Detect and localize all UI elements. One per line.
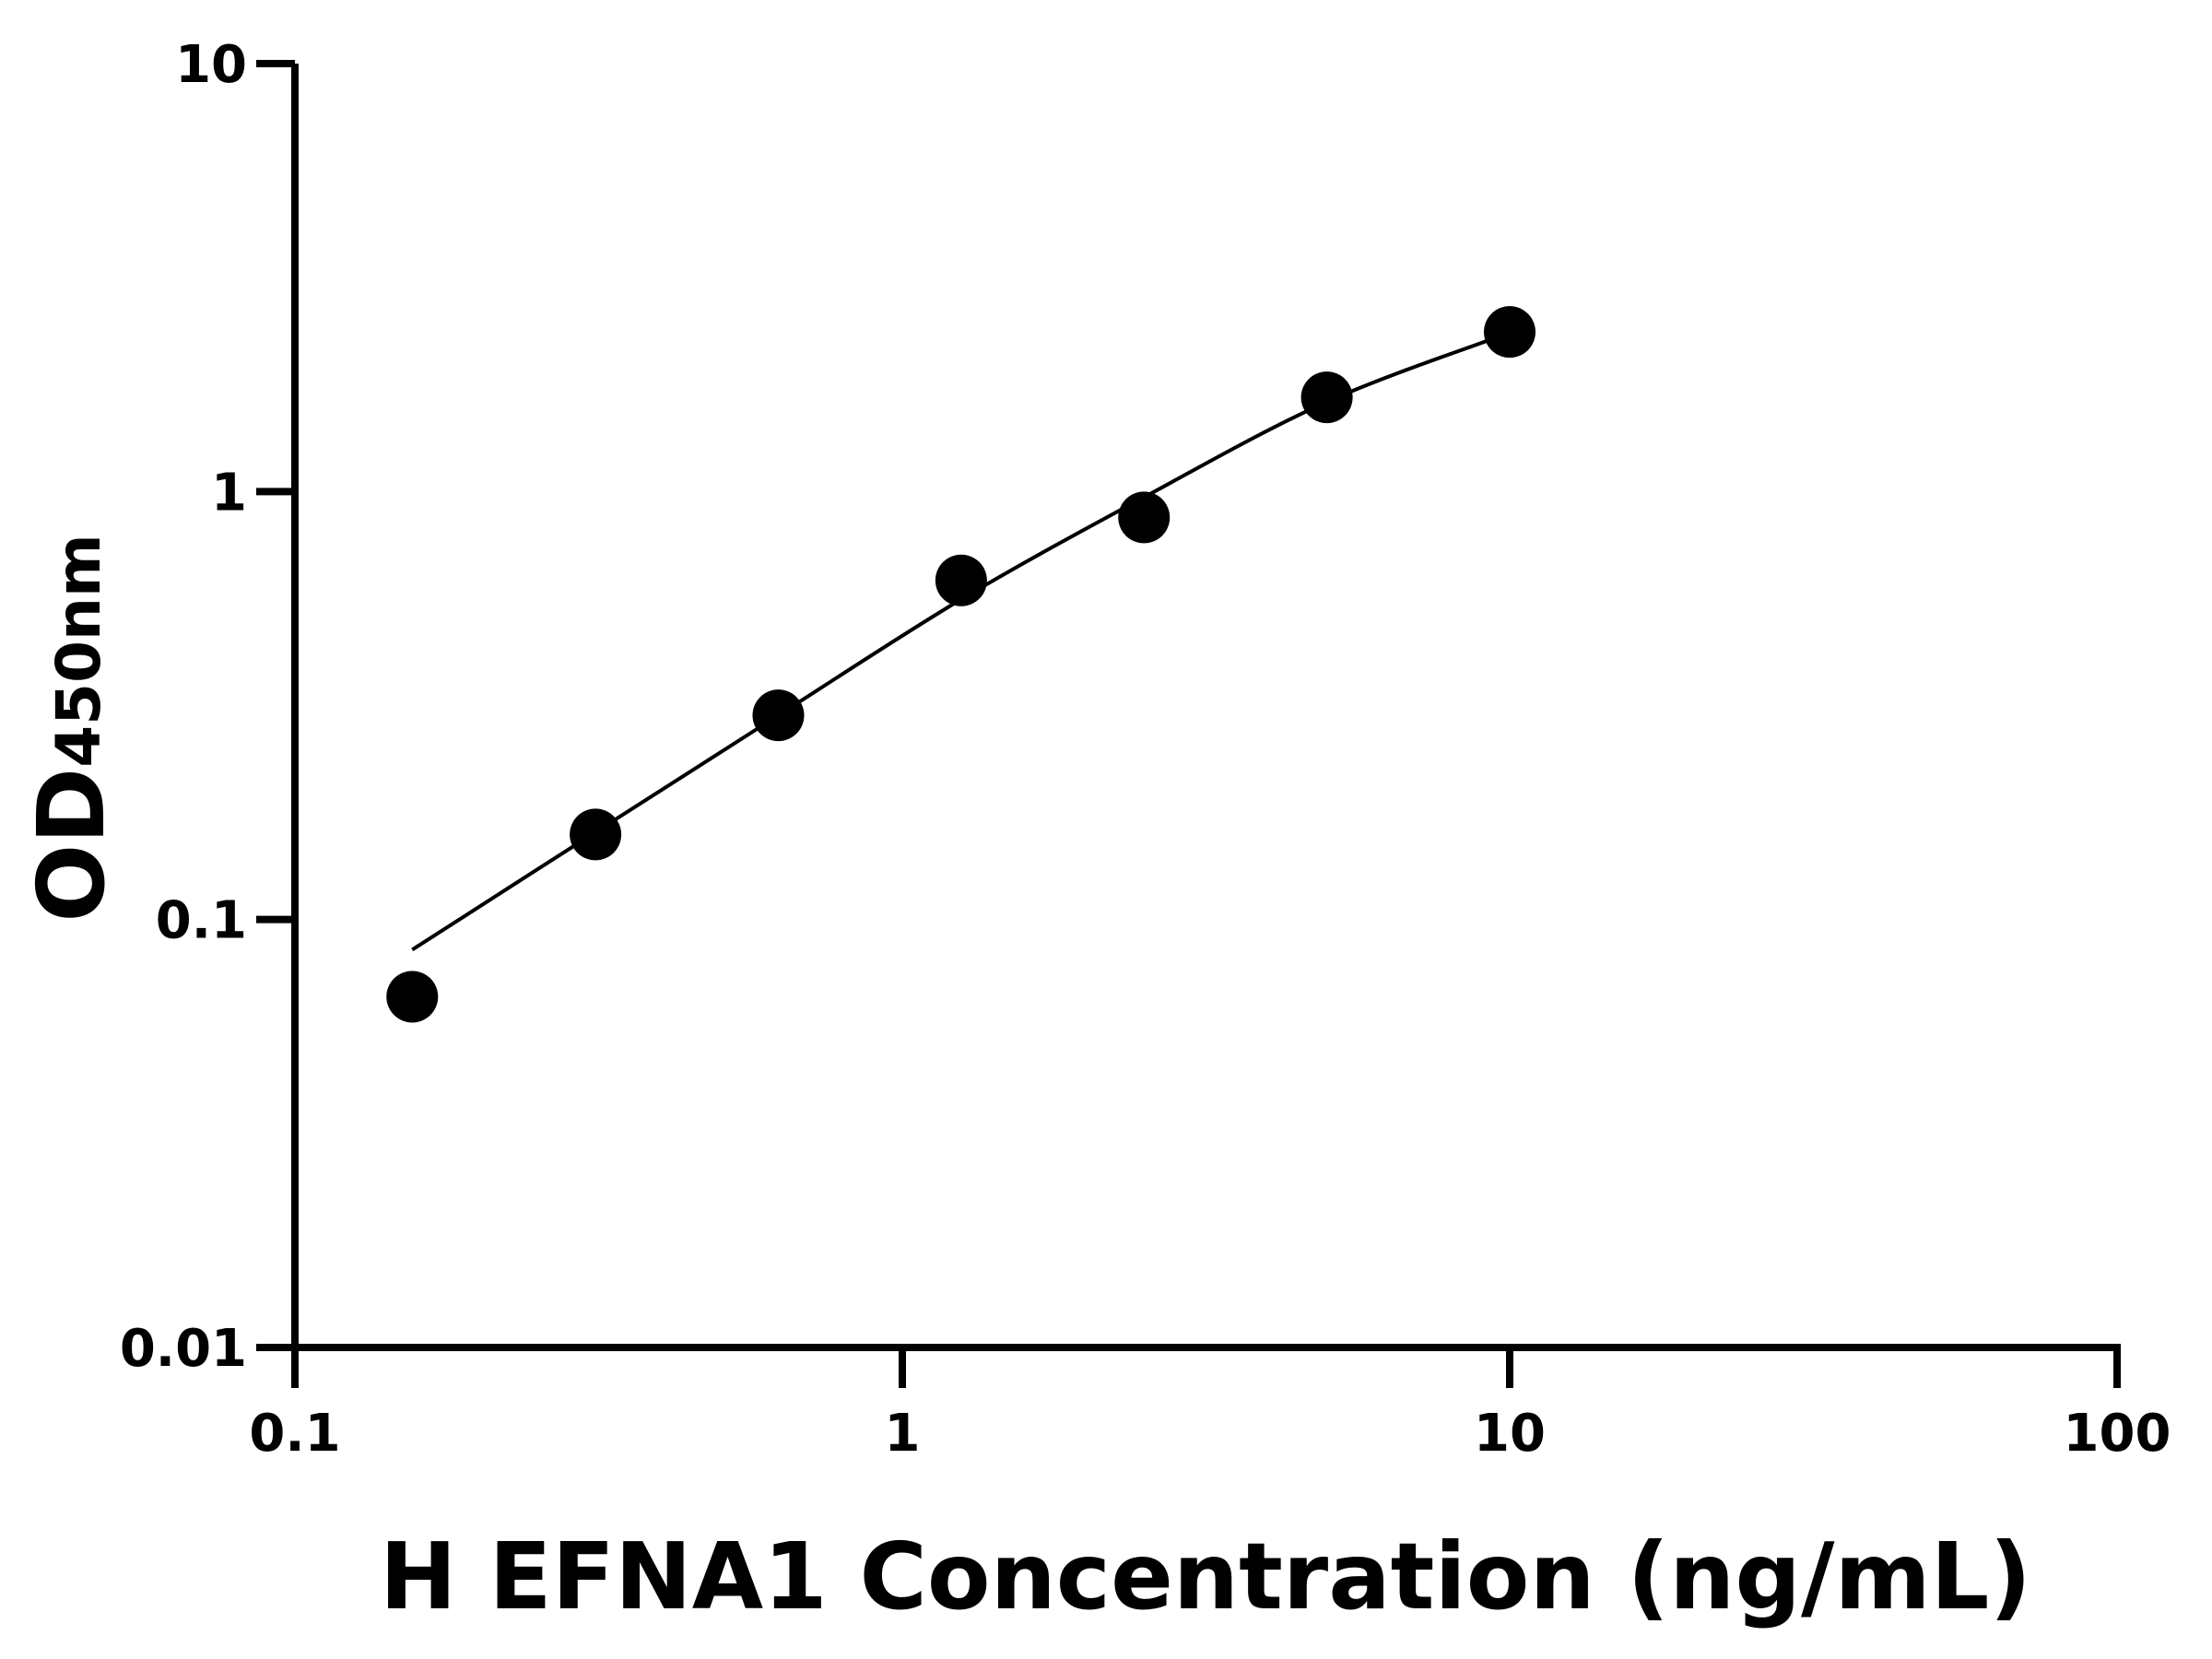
x-tick-label: 1	[885, 1404, 921, 1464]
y-axis-label: OD450nm	[18, 534, 125, 923]
y-axis-label-sub: 450nm	[43, 534, 114, 768]
y-tick-label: 10	[175, 35, 247, 95]
data-point	[752, 689, 805, 742]
x-axis-label: H EFNA1 Concentration (ng/mL)	[380, 1523, 2031, 1630]
y-axis-label-main: OD	[18, 768, 125, 923]
data-points	[386, 306, 1535, 1023]
data-point	[1484, 306, 1535, 359]
y-tick-label: 1	[211, 463, 247, 523]
y-tick-label: 0.1	[156, 891, 247, 951]
data-point	[935, 554, 987, 606]
x-tick-label: 100	[2064, 1404, 2171, 1464]
y-tick-label: 0.01	[120, 1319, 247, 1379]
axes	[291, 64, 2121, 1351]
data-point	[570, 808, 622, 861]
x-tick-label: 0.1	[249, 1404, 340, 1464]
data-point	[1118, 491, 1171, 544]
data-point	[1300, 371, 1353, 424]
fit-curve	[411, 331, 1511, 952]
data-point	[386, 971, 439, 1023]
x-tick-label: 10	[1474, 1404, 1546, 1464]
